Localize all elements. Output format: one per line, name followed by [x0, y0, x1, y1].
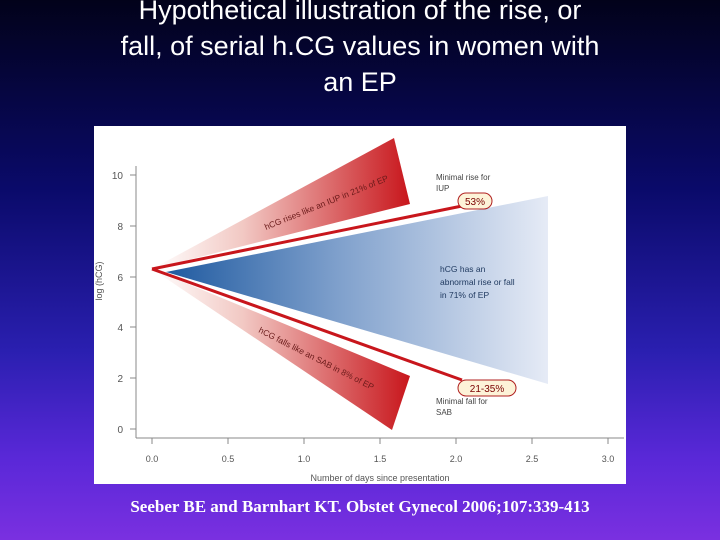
y-tick-label: 0: [117, 425, 123, 436]
minimal-fall-line-1: Minimal fall for: [436, 397, 488, 406]
minimal-fall-line-2: SAB: [436, 408, 452, 417]
y-ticks: 0 2 4 6 8 10: [112, 171, 136, 436]
y-tick-label: 6: [117, 273, 123, 284]
middle-label-line-1: hCG has an: [440, 264, 486, 274]
y-tick-label: 8: [117, 222, 123, 233]
y-tick-label: 10: [112, 171, 124, 182]
x-tick-label: 3.0: [602, 454, 615, 464]
x-tick-label: 2.5: [526, 454, 539, 464]
lower-red-wedge: [152, 269, 410, 430]
upper-red-wedge: [152, 138, 410, 269]
y-axis-label: log (hCG): [94, 261, 104, 300]
middle-label-line-2: abnormal rise or fall: [440, 277, 515, 287]
minimal-rise-line-1: Minimal rise for: [436, 173, 491, 182]
middle-label-line-3: in 71% of EP: [440, 290, 489, 300]
badge-lower-text: 21-35%: [470, 384, 505, 395]
x-tick-label: 2.0: [450, 454, 463, 464]
x-tick-label: 0.5: [222, 454, 235, 464]
y-tick-label: 2: [117, 374, 123, 385]
minimal-rise-annotation: Minimal rise for IUP: [436, 173, 491, 193]
hcg-diagram: 0 2 4 6 8 10 log (hCG) 0.0 0.5 1.0 1.5 2…: [94, 138, 624, 483]
badge-upper-text: 53%: [465, 197, 485, 208]
badge-lower: 21-35%: [457, 379, 517, 397]
minimal-fall-annotation: Minimal fall for SAB: [436, 397, 488, 417]
slide-title: Hypothetical illustration of the rise, o…: [20, 0, 700, 100]
title-line-2: fall, of serial h.CG values in women wit…: [120, 31, 600, 61]
hcg-figure: 0 2 4 6 8 10 log (hCG) 0.0 0.5 1.0 1.5 2…: [94, 126, 626, 484]
x-ticks: 0.0 0.5 1.0 1.5 2.0 2.5 3.0: [146, 438, 615, 464]
middle-label: hCG has an abnormal rise or fall in 71% …: [440, 264, 515, 300]
x-tick-label: 0.0: [146, 454, 159, 464]
badge-upper: 53%: [457, 192, 493, 210]
x-axis-label: Number of days since presentation: [310, 473, 449, 483]
citation: Seeber BE and Barnhart KT. Obstet Gyneco…: [130, 497, 590, 516]
minimal-rise-line-2: IUP: [436, 184, 449, 193]
title-line-1: Hypothetical illustration of the rise, o…: [138, 0, 582, 25]
minimal-rise-line: [151, 204, 463, 271]
blue-wedge: [166, 196, 548, 384]
title-line-3: an EP: [323, 67, 397, 97]
x-tick-label: 1.0: [298, 454, 311, 464]
x-tick-label: 1.5: [374, 454, 387, 464]
y-tick-label: 4: [117, 323, 123, 334]
minimal-fall-line: [151, 267, 463, 382]
